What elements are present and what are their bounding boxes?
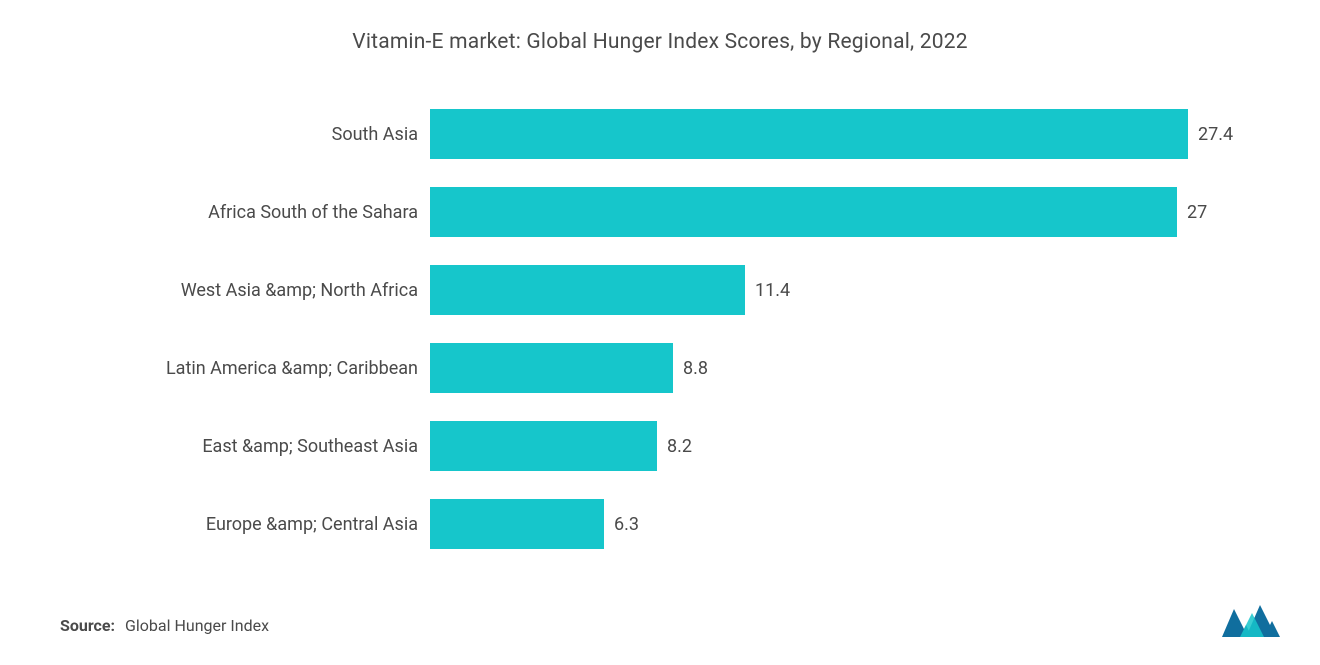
bar-row: Latin America &amp; Caribbean 8.8 [60,343,1260,393]
bar-value: 8.8 [673,358,708,379]
bar-fill [430,187,1177,237]
source-label: Source: [60,616,115,635]
chart-title: Vitamin-E market: Global Hunger Index Sc… [60,30,1260,54]
bar-row: Europe &amp; Central Asia 6.3 [60,499,1260,549]
bar-fill [430,265,745,315]
bar-value: 11.4 [745,280,790,301]
source-text: Global Hunger Index [125,616,269,635]
bar-track: 27 [430,187,1260,237]
brand-logo [1220,601,1282,641]
bar-value: 6.3 [604,514,639,535]
bar-fill [430,109,1188,159]
bar-row: East &amp; Southeast Asia 8.2 [60,421,1260,471]
bar-row: South Asia 27.4 [60,109,1260,159]
bar-fill [430,343,673,393]
bars-area: South Asia 27.4 Africa South of the Saha… [60,109,1260,549]
bar-track: 6.3 [430,499,1260,549]
bar-label: Latin America &amp; Caribbean [60,358,430,379]
bar-row: West Asia &amp; North Africa 11.4 [60,265,1260,315]
bar-track: 8.2 [430,421,1260,471]
bar-fill [430,499,604,549]
bar-value: 27 [1177,202,1207,223]
bar-label: West Asia &amp; North Africa [60,280,430,301]
bar-track: 27.4 [430,109,1260,159]
mordor-logo-icon [1220,601,1282,641]
bar-label: Africa South of the Sahara [60,202,430,223]
bar-label: South Asia [60,124,430,145]
bar-row: Africa South of the Sahara 27 [60,187,1260,237]
bar-track: 11.4 [430,265,1260,315]
bar-label: East &amp; Southeast Asia [60,436,430,457]
chart-container: Vitamin-E market: Global Hunger Index Sc… [0,0,1320,665]
bar-fill [430,421,657,471]
bar-label: Europe &amp; Central Asia [60,514,430,535]
bar-track: 8.8 [430,343,1260,393]
bar-value: 27.4 [1188,124,1233,145]
source-line: Source: Global Hunger Index [60,616,269,635]
bar-value: 8.2 [657,436,692,457]
